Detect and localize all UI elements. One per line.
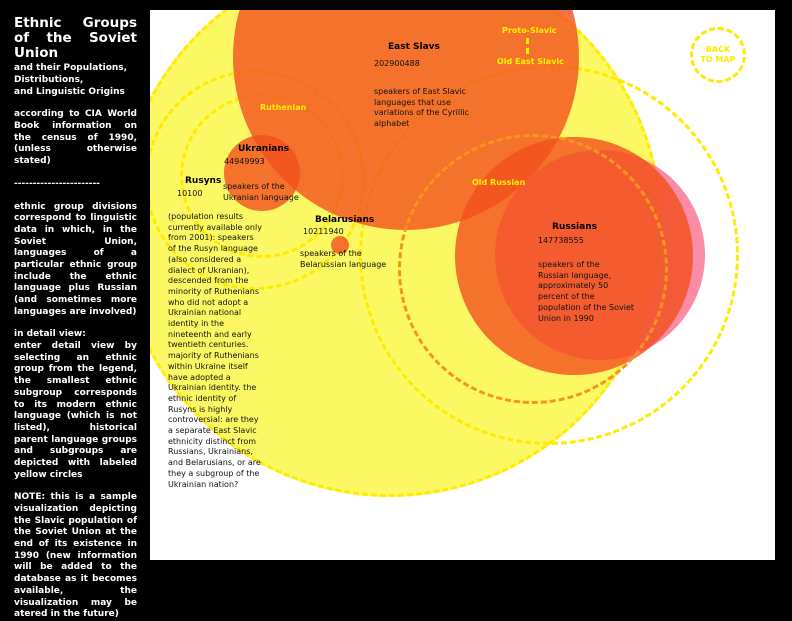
rusyns-description: (population results currently available … — [168, 212, 262, 489]
lineage-down-arrow-icon — [526, 38, 529, 58]
back-to-map-button[interactable]: BACK TO MAP — [690, 27, 746, 83]
russians-label: Russians — [552, 222, 597, 232]
note-text: this is a sample visualization depicting… — [14, 492, 137, 620]
east-slavs-description: speakers of East Slavic languages that u… — [374, 87, 469, 129]
ukrainians-label: Ukranians — [238, 144, 290, 154]
old-russian-label: Old Russian — [472, 178, 526, 187]
ukrainians-description: speakers of the Ukranian language — [223, 182, 299, 202]
old-east-slavic-label: Old East Slavic — [497, 57, 564, 66]
ruthenian-label: Ruthenian — [260, 103, 307, 112]
note-paragraph: NOTE: this is a sample visualization dep… — [14, 492, 137, 621]
belarusians-population: 10211940 — [303, 227, 344, 236]
detail-view-header: in detail view: — [14, 329, 86, 340]
sidebar: Ethnic Groups of the Soviet Union and th… — [0, 0, 150, 619]
page-subtitle: and their Populations, Distributions, an… — [14, 63, 128, 97]
ukrainians-circle[interactable] — [224, 135, 300, 211]
belarusians-label: Belarusians — [315, 215, 375, 225]
belarusians-circle[interactable] — [331, 236, 349, 254]
rusyns-population: 10100 — [177, 189, 203, 198]
east-slavs-population: 202900488 — [374, 59, 420, 68]
russians-description: speakers of the Russian language, approx… — [538, 260, 635, 323]
russians-population: 147738555 — [538, 236, 584, 245]
note-label: NOTE: — [14, 492, 46, 503]
visualization-canvas: East Slavs 202900488 speakers of East Sl… — [150, 10, 775, 560]
page-title: Ethnic Groups of the Soviet Union — [14, 15, 137, 62]
old-russian-circle — [398, 134, 668, 404]
methodology-text: ethnic group divisions correspond to lin… — [14, 201, 137, 317]
rusyns-label: Rusyns — [185, 176, 222, 186]
detail-view-text: enter detail view by selecting an ethnic… — [14, 341, 137, 480]
ukrainians-population: 44949993 — [224, 157, 265, 166]
east-slavs-label: East Slavs — [388, 42, 440, 52]
separator: ----------------------- — [14, 178, 100, 189]
belarusians-description: speakers of the Belarussian language — [300, 249, 387, 269]
source-note: according to CIA World Book information … — [14, 109, 137, 167]
proto-slavic-label: Proto-Slavic — [502, 26, 557, 35]
